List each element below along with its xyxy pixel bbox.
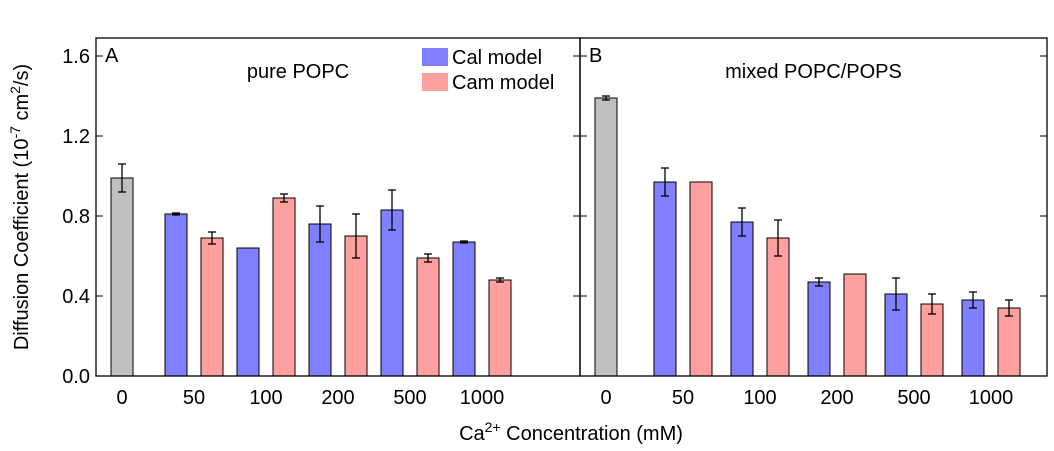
label-part: 2+ [485, 419, 501, 435]
plot-frame [579, 37, 1048, 377]
error-bar [316, 205, 324, 243]
x-tick-label: 100 [743, 387, 776, 409]
axis-label: Ca2+ Concentration (mM) [459, 419, 683, 445]
bar [200, 237, 224, 377]
x-tick-label: 0 [116, 387, 127, 409]
error-bar [815, 277, 823, 287]
bar [807, 281, 831, 377]
panel-label: A [105, 45, 119, 67]
error-bar [774, 219, 782, 257]
error-bar [424, 253, 432, 263]
bar [236, 247, 260, 377]
bar [961, 299, 985, 377]
y-tick-label: 0.4 [62, 286, 90, 308]
error-bar [352, 213, 360, 259]
error-bar [969, 291, 977, 309]
x-tick-label: 0 [600, 387, 611, 409]
bar [110, 177, 134, 377]
x-tick-label: 1000 [460, 387, 505, 409]
bar [272, 197, 296, 377]
error-bar [892, 277, 900, 311]
bar [997, 307, 1021, 377]
label-part: Diffusion Coefficient (10 [11, 139, 33, 351]
bar [843, 273, 867, 377]
panel-label: B [589, 45, 602, 67]
legend-label: Cal model [452, 47, 542, 69]
label-part: Concentration (mM) [501, 423, 683, 445]
axis-label: Diffusion Coefficient (10-7 cm2/s) [7, 64, 33, 350]
label-part: -7 [7, 126, 23, 139]
y-tick-label: 0.0 [62, 366, 90, 388]
bar [452, 241, 476, 377]
legend-swatch [422, 48, 448, 66]
x-tick-label: 500 [897, 387, 930, 409]
bar [416, 257, 440, 377]
bar [308, 223, 332, 377]
bar [766, 237, 790, 377]
panel-title: pure POPC [247, 61, 349, 83]
error-bar [602, 95, 610, 101]
bar [653, 181, 677, 377]
x-tick-label: 500 [393, 387, 426, 409]
error-bar [208, 231, 216, 245]
y-tick-label: 1.2 [62, 126, 90, 148]
label-part: cm [11, 94, 33, 126]
error-bar [738, 207, 746, 237]
error-bar [172, 212, 180, 216]
x-tick-label: 200 [321, 387, 354, 409]
y-tick-label: 0.8 [62, 206, 90, 228]
x-tick-label: 1000 [969, 387, 1014, 409]
error-bar [496, 277, 504, 283]
x-tick-label: 50 [672, 387, 694, 409]
error-bar [280, 193, 288, 203]
y-tick-label: 1.6 [62, 46, 90, 68]
panel-title: mixed POPC/POPS [725, 61, 902, 83]
error-bar [118, 163, 126, 193]
error-bar [460, 240, 468, 244]
bar [594, 97, 618, 377]
x-tick-label: 200 [820, 387, 853, 409]
error-bar [1005, 299, 1013, 317]
bar [689, 181, 713, 377]
label-part: /s) [11, 64, 33, 86]
error-bar [388, 189, 396, 231]
x-tick-label: 50 [183, 387, 205, 409]
label-part: 2 [7, 86, 23, 94]
x-tick-label: 100 [249, 387, 282, 409]
bar [488, 279, 512, 377]
bar [164, 213, 188, 377]
label-part: Ca [459, 423, 485, 445]
error-bar [928, 293, 936, 315]
error-bar [661, 167, 669, 197]
legend-label: Cam model [452, 72, 554, 94]
legend-swatch [422, 73, 448, 91]
bar [730, 221, 754, 377]
bar [380, 209, 404, 377]
bar [920, 303, 944, 377]
